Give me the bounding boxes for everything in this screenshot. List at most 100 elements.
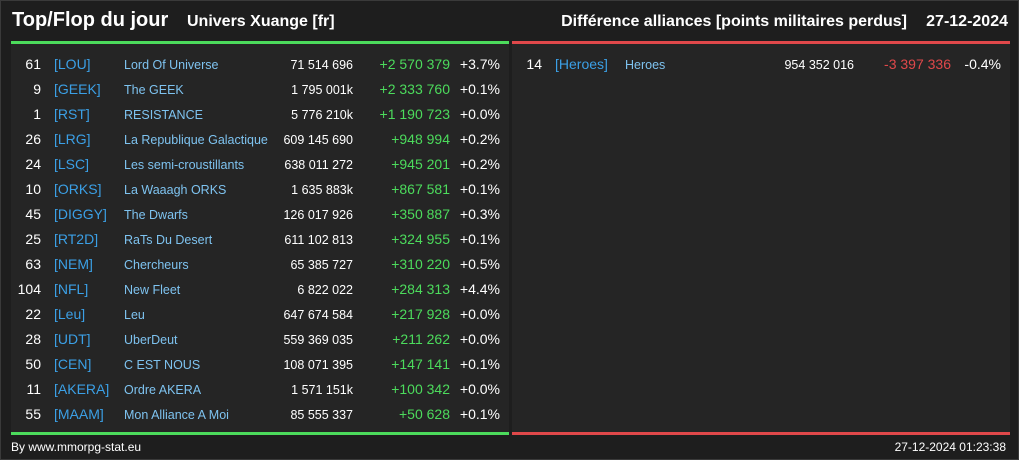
alliance-points: 126 017 926 bbox=[283, 208, 353, 222]
universe-label: Univers Xuange [fr] bbox=[187, 13, 335, 30]
alliance-name[interactable]: RaTs Du Desert bbox=[124, 233, 213, 247]
alliance-rank: 55 bbox=[25, 406, 41, 422]
alliance-tag[interactable]: [GEEK] bbox=[54, 81, 101, 97]
alliance-rank: 63 bbox=[25, 256, 41, 272]
alliance-percent: +0.0% bbox=[459, 306, 500, 322]
alliance-diff: +217 928 bbox=[391, 306, 450, 322]
alliance-points: 609 145 690 bbox=[283, 133, 353, 147]
alliance-row: 22 [Leu] Leu 647 674 584 +217 928 +0.0% bbox=[11, 301, 509, 326]
alliance-row: 9 [GEEK] The GEEK 1 795 001k +2 333 760 +0.1% bbox=[11, 76, 509, 101]
alliance-name[interactable]: New Fleet bbox=[124, 283, 181, 297]
footer-source: By www.mmorpg-stat.eu bbox=[11, 440, 142, 454]
alliance-tag[interactable]: [LRG] bbox=[54, 131, 91, 147]
alliance-rank: 1 bbox=[33, 106, 41, 122]
alliance-row: 28 [UDT] UberDeut 559 369 035 +211 262 +0.0% bbox=[11, 326, 509, 351]
top-panel-bottom-bar bbox=[11, 432, 509, 435]
alliance-tag[interactable]: [DIGGY] bbox=[54, 206, 107, 222]
alliance-diff: +100 342 bbox=[391, 381, 450, 397]
alliance-percent: +0.1% bbox=[459, 181, 500, 197]
alliance-tag[interactable]: [NEM] bbox=[54, 256, 93, 272]
alliance-tag[interactable]: [UDT] bbox=[54, 331, 91, 347]
alliance-name[interactable]: Lord Of Universe bbox=[124, 58, 219, 72]
alliance-row: 10 [ORKS] La Waaagh ORKS 1 635 883k +867 581… bbox=[11, 176, 509, 201]
alliance-tag[interactable]: [RT2D] bbox=[54, 231, 99, 247]
alliance-name[interactable]: Mon Alliance A Moi bbox=[124, 408, 229, 422]
alliance-rank: 45 bbox=[25, 206, 41, 222]
alliance-name[interactable]: Chercheurs bbox=[124, 258, 189, 272]
alliance-tag[interactable]: [CEN] bbox=[54, 356, 92, 372]
alliance-percent: +0.1% bbox=[459, 406, 500, 422]
alliance-points: 1 635 883k bbox=[291, 183, 353, 197]
alliance-percent: +0.0% bbox=[459, 106, 500, 122]
alliance-tag[interactable]: [AKERA] bbox=[54, 381, 110, 397]
flop-panel: 14 [Heroes] Heroes 954 352 016 -3 397 336 -0.… bbox=[512, 41, 1010, 435]
alliance-diff: +324 955 bbox=[391, 231, 450, 247]
alliance-name[interactable]: Ordre AKERA bbox=[124, 383, 202, 397]
alliance-diff: +310 220 bbox=[391, 256, 450, 272]
alliance-points: 6 822 022 bbox=[297, 283, 353, 297]
alliance-tag[interactable]: [ORKS] bbox=[54, 181, 102, 197]
alliance-diff: +945 201 bbox=[391, 156, 450, 172]
alliance-points: 1 571 151k bbox=[291, 383, 353, 397]
header: Top/Flop du jour Univers Xuange [fr] Dif… bbox=[1, 1, 1019, 41]
top-panel: 61 [LOU] Lord Of Universe 71 514 696 +2 570 … bbox=[11, 41, 509, 435]
alliance-diff: +50 628 bbox=[399, 406, 450, 422]
alliance-row: 63 [NEM] Chercheurs 65 385 727 +310 220 +0.5% bbox=[11, 251, 509, 276]
alliance-name[interactable]: The Dwarfs bbox=[124, 208, 188, 222]
alliance-name[interactable]: RESISTANCE bbox=[124, 108, 203, 122]
alliance-percent: +0.3% bbox=[459, 206, 500, 222]
alliance-rank: 24 bbox=[25, 156, 41, 172]
alliance-row: 50 [CEN] C EST NOUS 108 071 395 +147 141 +0.1… bbox=[11, 351, 509, 376]
alliance-name[interactable]: Heroes bbox=[625, 58, 666, 72]
alliance-points: 954 352 016 bbox=[784, 58, 854, 72]
alliance-row: 26 [LRG] La Republique Galactique 609 145 6… bbox=[11, 126, 509, 151]
alliance-rank: 22 bbox=[25, 306, 41, 322]
alliance-diff: +1 190 723 bbox=[379, 106, 450, 122]
alliance-points: 638 011 272 bbox=[284, 158, 353, 172]
alliance-row: 14 [Heroes] Heroes 954 352 016 -3 397 336 -0.… bbox=[512, 51, 1010, 76]
alliance-percent: +0.0% bbox=[459, 331, 500, 347]
alliance-row: 1 [RST] RESISTANCE 5 776 210k +1 190 723 +0.0… bbox=[11, 101, 509, 126]
alliance-diff: +284 313 bbox=[391, 281, 450, 297]
alliance-tag[interactable]: [Leu] bbox=[54, 306, 86, 322]
alliance-rank: 14 bbox=[526, 56, 542, 72]
report-title: Différence alliances [points militaires … bbox=[561, 13, 907, 30]
alliance-diff: +2 333 760 bbox=[379, 81, 450, 97]
alliance-name[interactable]: C EST NOUS bbox=[124, 358, 201, 372]
alliance-tag[interactable]: [LOU] bbox=[54, 56, 91, 72]
alliance-name[interactable]: La Waaagh ORKS bbox=[124, 183, 227, 197]
alliance-rank: 50 bbox=[25, 356, 41, 372]
alliance-diff: +867 581 bbox=[391, 181, 450, 197]
report-date: 27-12-2024 bbox=[926, 13, 1008, 30]
alliance-points: 65 385 727 bbox=[290, 258, 353, 272]
alliance-percent: +0.1% bbox=[459, 356, 500, 372]
alliance-name[interactable]: Leu bbox=[124, 308, 145, 322]
alliance-points: 611 102 813 bbox=[284, 233, 353, 247]
alliance-rank: 25 bbox=[25, 231, 41, 247]
alliance-tag[interactable]: [LSC] bbox=[54, 156, 90, 172]
alliance-name[interactable]: UberDeut bbox=[124, 333, 178, 347]
footer-timestamp: 27-12-2024 01:23:38 bbox=[894, 440, 1006, 454]
alliance-tag[interactable]: [MAAM] bbox=[54, 406, 104, 422]
alliance-name[interactable]: The GEEK bbox=[124, 83, 184, 97]
alliance-row: 45 [DIGGY] The Dwarfs 126 017 926 +350 887 +0… bbox=[11, 201, 509, 226]
flop-panel-bottom-bar bbox=[512, 432, 1010, 435]
alliance-percent: +3.7% bbox=[459, 56, 500, 72]
alliance-percent: -0.4% bbox=[964, 56, 1001, 72]
alliance-tag[interactable]: [NFL] bbox=[54, 281, 89, 297]
alliance-name[interactable]: La Republique Galactique bbox=[124, 133, 268, 147]
alliance-rank: 28 bbox=[25, 331, 41, 347]
alliance-percent: +0.0% bbox=[459, 381, 500, 397]
alliance-rank: 104 bbox=[17, 281, 41, 297]
alliance-tag[interactable]: [Heroes] bbox=[555, 56, 608, 72]
alliance-tag[interactable]: [RST] bbox=[54, 106, 90, 122]
alliance-diff: +147 141 bbox=[391, 356, 450, 372]
alliance-row: 25 [RT2D] RaTs Du Desert 611 102 813 +324 95… bbox=[11, 226, 509, 251]
alliance-points: 71 514 696 bbox=[290, 58, 353, 72]
alliance-points: 85 555 337 bbox=[290, 408, 353, 422]
alliance-diff: -3 397 336 bbox=[884, 56, 951, 72]
alliance-rank: 26 bbox=[25, 131, 41, 147]
alliance-name[interactable]: Les semi-croustillants bbox=[124, 158, 245, 172]
alliance-row: 11 [AKERA] Ordre AKERA 1 571 151k +100 342 +0… bbox=[11, 376, 509, 401]
